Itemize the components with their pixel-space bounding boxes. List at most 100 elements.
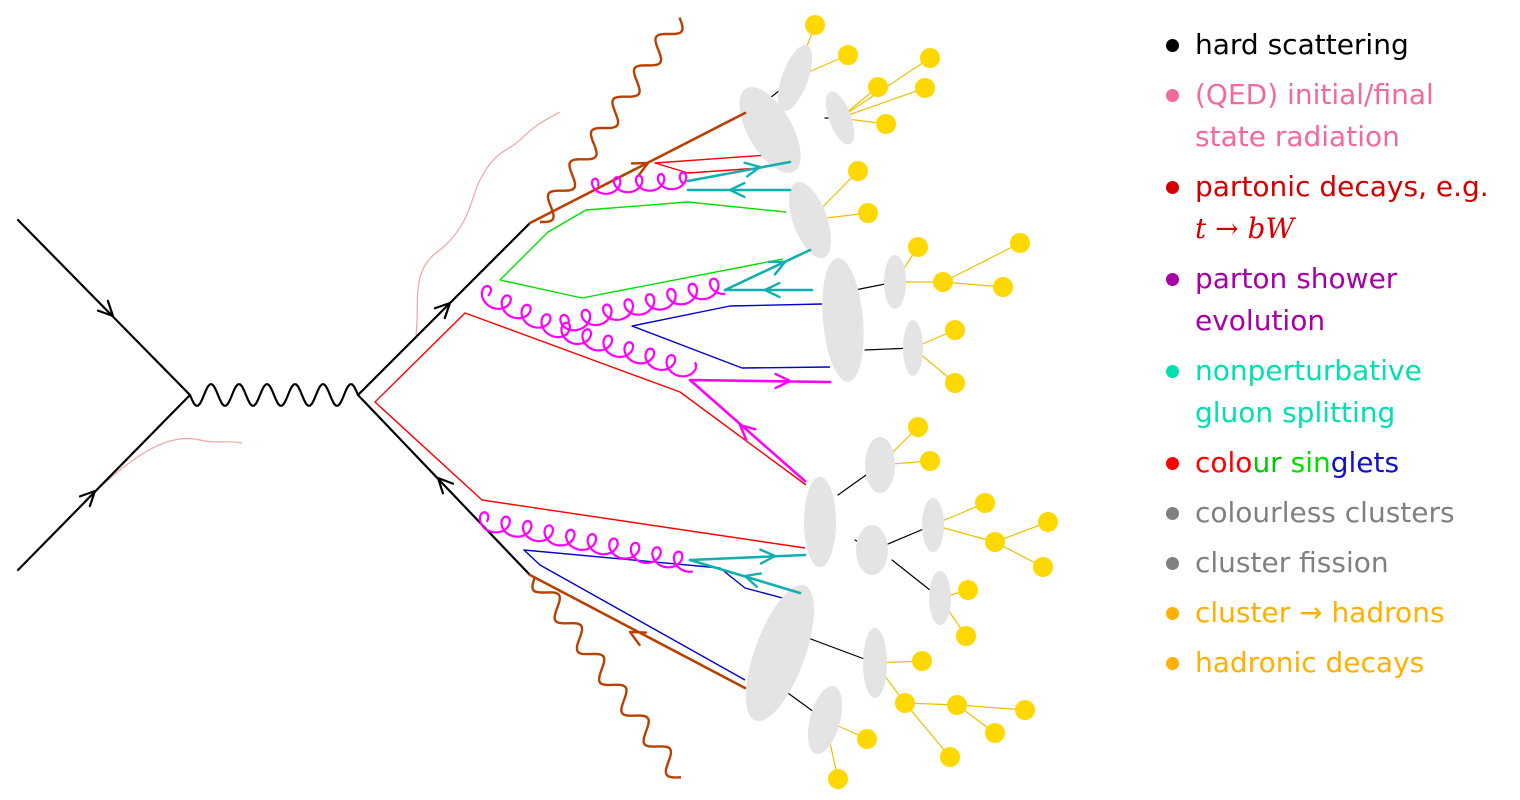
cluster-9 <box>804 477 836 567</box>
gluon-2 <box>480 284 698 378</box>
hadron-18 <box>1038 512 1058 532</box>
legend-label-text: hard scattering <box>1195 28 1409 61</box>
hadron-3 <box>920 48 940 68</box>
gluon-4 <box>478 511 693 573</box>
split-3a <box>688 553 807 562</box>
hadron-2 <box>838 45 858 65</box>
legend-dot-icon <box>1166 657 1179 670</box>
hadron-15 <box>908 417 928 437</box>
singlet-blue-2 <box>523 549 791 681</box>
legend-item: partonic decays, e.g. t → bW <box>1166 166 1516 250</box>
cluster-13 <box>745 584 815 722</box>
legend-item: colourless clusters <box>1166 492 1516 534</box>
cluster-8 <box>865 437 895 493</box>
gluon-quark-lower <box>689 379 807 483</box>
hadron-link-12 <box>942 281 1004 288</box>
legend-label-text: colourless clusters <box>1195 496 1455 529</box>
hadron-12 <box>993 277 1013 297</box>
gluon-quark-lower-arrow <box>738 423 757 441</box>
hadron-24 <box>895 693 915 713</box>
hadron-27 <box>985 723 1005 743</box>
hadron-1 <box>805 15 825 35</box>
legend: hard scattering (QED) initial/final state… <box>1166 24 1516 692</box>
cluster-10 <box>856 525 888 575</box>
hadron-29 <box>857 729 877 749</box>
outgoing-quark <box>356 221 532 397</box>
legend-item: cluster → hadrons <box>1166 592 1516 634</box>
cluster-3 <box>825 91 855 145</box>
hard-scattering-lines <box>16 218 532 577</box>
hadron-26 <box>1015 700 1035 720</box>
hadron-7 <box>848 161 868 181</box>
hard-boson <box>188 383 360 407</box>
cluster-ellipses <box>739 44 951 755</box>
legend-dot-icon <box>1166 457 1179 470</box>
cluster-15 <box>807 685 843 755</box>
gluon-lines <box>478 171 832 573</box>
gluon-quark-mid-arrow <box>774 372 792 390</box>
cluster-1 <box>777 44 813 112</box>
legend-label-text: hadronic decays <box>1195 646 1425 679</box>
legend-dot-icon <box>1166 39 1179 52</box>
cluster-12 <box>929 571 951 625</box>
legend-dot-icon <box>1166 557 1179 570</box>
legend-label: hadronic decays <box>1195 642 1424 684</box>
gluon-splitting-lines <box>686 160 814 595</box>
hadron-25 <box>947 695 967 715</box>
hadron-28 <box>940 747 960 767</box>
split-1b <box>686 160 792 183</box>
hadron-14 <box>945 373 965 393</box>
top-line-lower-arrow <box>628 630 648 647</box>
legend-label: nonperturbative gluon splitting <box>1195 350 1422 434</box>
hadron-8 <box>858 203 878 223</box>
cluster-6 <box>884 255 906 309</box>
legend-label: cluster fission <box>1195 542 1389 584</box>
legend-dot-icon <box>1166 181 1179 194</box>
split-2b-arrow <box>767 260 787 276</box>
legend-item: hadronic decays <box>1166 642 1516 684</box>
incoming-antiquark-arrow <box>78 489 97 508</box>
legend-item: cluster fission <box>1166 542 1516 584</box>
legend-item: colour singlets <box>1166 442 1516 484</box>
legend-label-text: (QED) initial/final state radiation <box>1195 78 1434 153</box>
photon-lines <box>528 17 747 779</box>
hadron-13 <box>945 320 965 340</box>
legend-label: parton shower evolution <box>1195 258 1397 342</box>
hadron-20 <box>1033 557 1053 577</box>
legend-label-part: ur <box>1252 446 1291 479</box>
cluster-link-9 <box>799 634 876 664</box>
cluster-2 <box>739 87 801 173</box>
cluster-14 <box>863 628 887 698</box>
hadrons <box>805 15 1058 789</box>
hadron-5 <box>915 78 935 98</box>
legend-dot-icon <box>1166 607 1179 620</box>
gluon-quark-mid <box>688 378 832 384</box>
outgoing-antiquark <box>356 393 532 577</box>
legend-label-part: glets <box>1330 446 1400 479</box>
legend-label: colour singlets <box>1195 442 1399 484</box>
legend-label-part: sin <box>1290 446 1331 479</box>
legend-label-text: nonperturbative gluon splitting <box>1195 354 1422 429</box>
legend-label-part: colo <box>1195 446 1253 479</box>
split-2b <box>723 248 812 292</box>
legend-dot-icon <box>1166 365 1179 378</box>
singlet-green <box>499 201 787 299</box>
outgoing-antiquark-arrow <box>436 476 455 495</box>
legend-label: partonic decays, e.g. t → bW <box>1195 166 1489 250</box>
photon-upper <box>540 17 684 224</box>
legend-dot-icon <box>1166 273 1179 286</box>
colour-singlet-lines <box>374 152 831 681</box>
incoming-quark <box>16 218 192 397</box>
legend-label-text: cluster fission <box>1195 546 1389 579</box>
legend-dot-icon <box>1166 89 1179 102</box>
top-line-upper-arrow <box>630 161 650 177</box>
legend-math: t → bW <box>1195 212 1295 245</box>
hadron-11 <box>933 272 953 292</box>
split-1a-arrow <box>728 181 746 199</box>
hadron-4 <box>868 77 888 97</box>
qed-soft-radiation <box>84 111 561 501</box>
singlet-blue-1 <box>631 303 831 369</box>
singlet-red-1 <box>374 312 807 549</box>
hadron-6 <box>876 114 896 134</box>
top-line-upper <box>528 111 747 225</box>
